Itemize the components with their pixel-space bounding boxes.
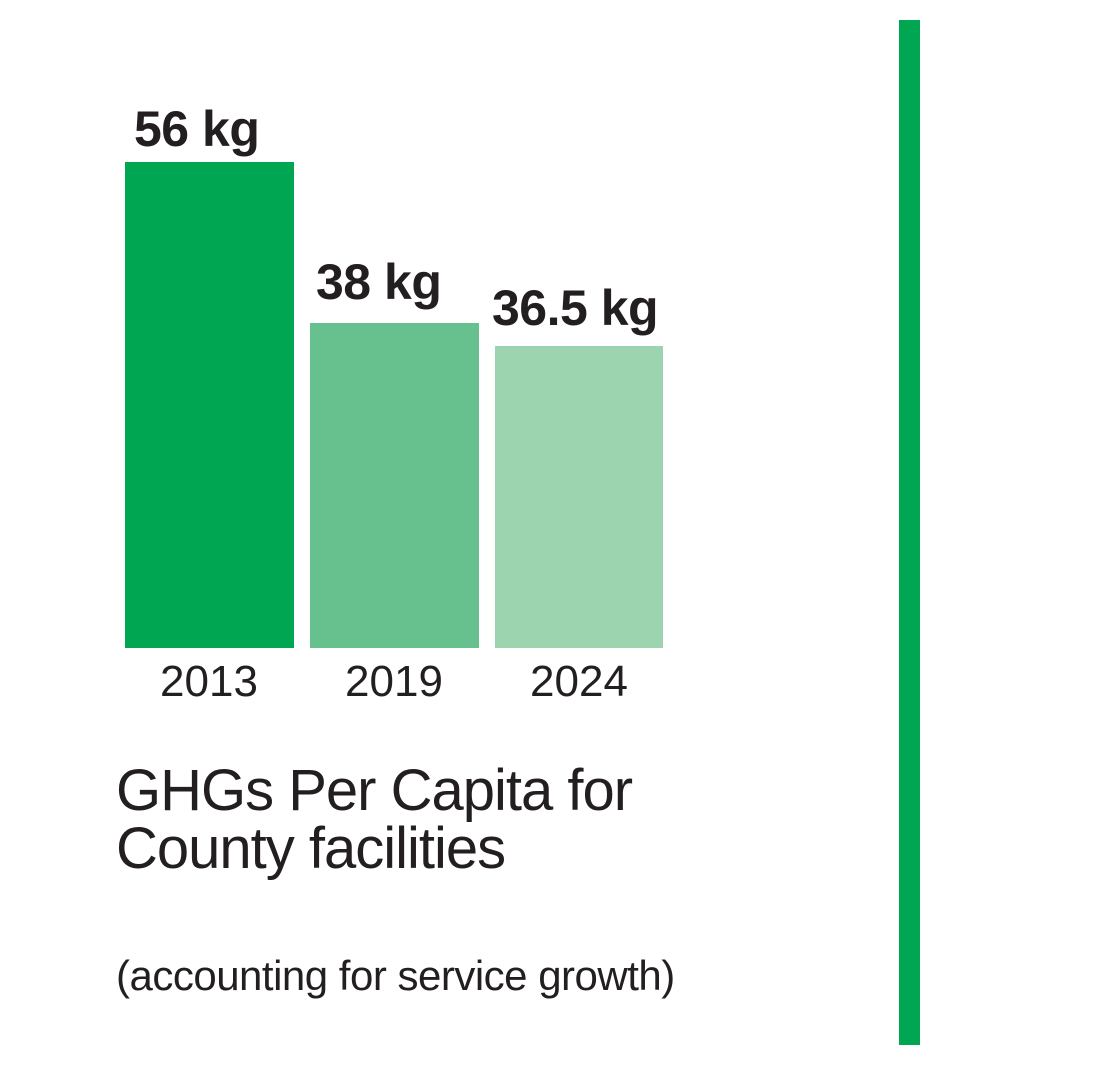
x-tick-2013: 2013 [160,657,258,706]
chart-subtitle: (accounting for service growth) [116,952,675,999]
chart-title-line-2: County facilities [116,816,506,881]
bar-value-label-2019: 38 kg [316,254,442,310]
x-tick-2024: 2024 [530,657,628,706]
chart-title: GHGs Per Capita for County facilities [116,758,633,881]
bar-2013 [125,162,294,648]
bar-2024 [495,346,663,648]
chart-title-line-1: GHGs Per Capita for [116,758,633,823]
bar-value-label-2024: 36.5 kg [492,280,659,336]
x-tick-2019: 2019 [345,657,443,706]
bar-2019 [310,323,479,648]
vertical-divider [899,20,920,1045]
bar-value-label-2013: 56 kg [134,101,260,157]
